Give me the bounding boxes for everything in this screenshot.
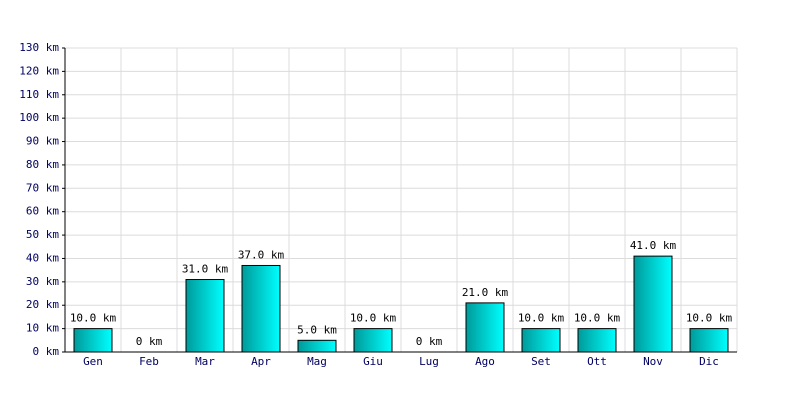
value-label: 31.0 km	[182, 263, 229, 276]
value-label: 10.0 km	[518, 312, 565, 325]
x-tick-label: Mar	[195, 355, 215, 368]
y-tick-label: 130 km	[19, 41, 59, 54]
bar	[185, 279, 225, 353]
x-tick-label: Nov	[643, 355, 663, 368]
y-tick-label: 80 km	[26, 158, 59, 171]
y-tick-label: 20 km	[26, 298, 59, 311]
y-tick-label: 30 km	[26, 275, 59, 288]
x-tick-label: Feb	[139, 355, 159, 368]
bar	[521, 328, 561, 353]
value-label: 37.0 km	[238, 248, 285, 261]
y-tick-label: 10 km	[26, 322, 59, 335]
y-tick-label: 110 km	[19, 88, 59, 101]
value-label: 10.0 km	[574, 312, 621, 325]
x-tick-label: Gen	[83, 355, 103, 368]
bar	[297, 339, 337, 353]
x-tick-label: Dic	[699, 355, 719, 368]
y-tick-label: 100 km	[19, 111, 59, 124]
y-tick-label: 60 km	[26, 205, 59, 218]
bar	[73, 328, 113, 353]
value-label: 5.0 km	[297, 323, 337, 336]
y-tick-label: 70 km	[26, 181, 59, 194]
value-label: 21.0 km	[462, 286, 509, 299]
x-tick-label: Lug	[419, 355, 439, 368]
y-tick-label: 90 km	[26, 135, 59, 148]
value-label: 10.0 km	[350, 312, 397, 325]
value-label: 10.0 km	[686, 312, 733, 325]
value-label: 10.0 km	[70, 312, 117, 325]
x-tick-label: Ott	[587, 355, 607, 368]
x-tick-label: Apr	[251, 355, 271, 368]
x-tick-label: Ago	[475, 355, 495, 368]
x-tick-label: Set	[531, 355, 551, 368]
x-tick-label: Mag	[307, 355, 327, 368]
bar	[689, 328, 729, 353]
y-tick-label: 0 km	[33, 345, 60, 358]
bar	[577, 328, 617, 353]
x-tick-label: Giu	[363, 355, 383, 368]
y-tick-label: 120 km	[19, 64, 59, 77]
value-label: 0 km	[416, 335, 443, 348]
bar	[465, 302, 505, 353]
bar	[353, 328, 393, 353]
y-tick-label: 40 km	[26, 251, 59, 264]
bar	[633, 255, 673, 353]
value-label: 41.0 km	[630, 239, 677, 252]
bar	[241, 264, 281, 353]
value-label: 0 km	[136, 335, 163, 348]
y-tick-label: 50 km	[26, 228, 59, 241]
